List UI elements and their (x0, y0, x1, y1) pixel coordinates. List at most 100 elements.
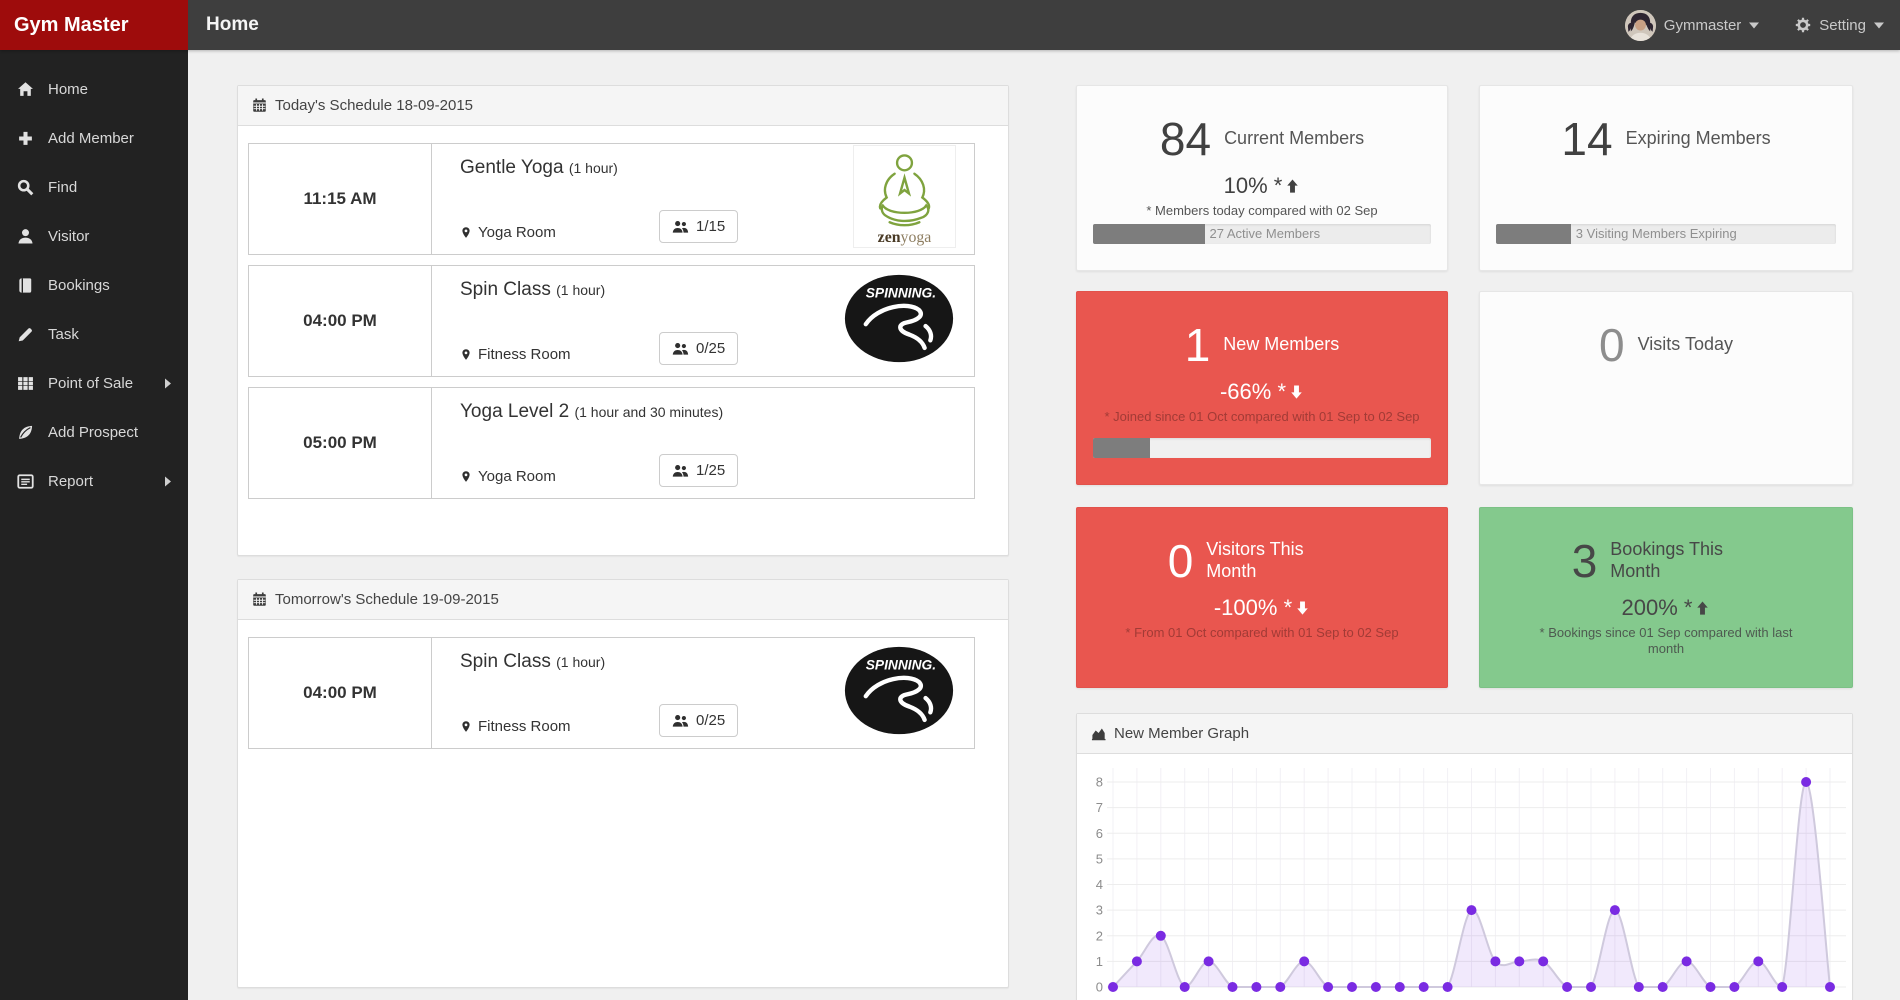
calendar-icon (253, 98, 266, 112)
sidebar-item-label: Report (48, 473, 94, 490)
class-time: 11:15 AM (249, 144, 432, 254)
class-room: Yoga Room (460, 468, 974, 485)
pencil-icon (18, 328, 32, 342)
schedule-row[interactable]: 04:00 PM Spin Class (1 hour) Fitness Roo… (248, 637, 975, 749)
svg-text:8: 8 (1096, 775, 1103, 790)
sidebar-item-label: Point of Sale (48, 375, 134, 392)
settings-menu[interactable]: Setting (1795, 17, 1884, 34)
stat-value: 3 (1571, 535, 1598, 587)
new-member-graph-panel: New Member Graph 0 1 2 3 4 5 6 7 8 (1076, 713, 1853, 1000)
capacity-text: 0/25 (696, 340, 726, 357)
grid-icon (18, 377, 33, 390)
svg-text:4: 4 (1096, 877, 1103, 892)
progress-bar (1093, 438, 1431, 458)
plus-icon (19, 131, 32, 145)
capacity-badge[interactable]: 1/15 (659, 210, 739, 243)
arrow-up-icon (1287, 179, 1299, 193)
stat-change: 200% * (1480, 595, 1852, 621)
svg-text:2: 2 (1096, 928, 1103, 943)
brand-logo[interactable]: Gym Master (0, 0, 188, 50)
report-icon (17, 474, 34, 489)
map-marker-icon (462, 227, 470, 238)
capacity-badge[interactable]: 0/25 (659, 332, 739, 365)
sidebar-item-label: Home (48, 81, 89, 98)
users-icon (672, 220, 689, 233)
sidebar-item-label: Visitor (48, 228, 90, 245)
schedule-row[interactable]: 11:15 AM Gentle Yoga (1 hour) Yoga Room … (248, 143, 975, 255)
sidebar-item-point-of-sale[interactable]: Point of Sale (0, 359, 188, 408)
svg-text:3: 3 (1096, 903, 1103, 918)
stat-change: -66% * (1077, 379, 1447, 405)
sidebar-item-label: Bookings (48, 277, 110, 294)
avatar-image (1624, 9, 1656, 41)
capacity-text: 1/25 (696, 462, 726, 479)
sidebar-item-add-member[interactable]: Add Member (0, 114, 188, 163)
svg-text:6: 6 (1096, 826, 1103, 841)
stat-label: Expiring Members (1625, 128, 1771, 149)
class-duration: (1 hour) (556, 282, 606, 298)
stat-value: 1 (1184, 319, 1211, 371)
panel-header: Today's Schedule 18-09-2015 (238, 86, 1008, 126)
class-room: Fitness Room (460, 718, 974, 735)
capacity-badge[interactable]: 1/25 (659, 454, 739, 487)
arrow-down-icon (1297, 601, 1308, 615)
panel-title: New Member Graph (1114, 725, 1250, 742)
sidebar-item-bookings[interactable]: Bookings (0, 261, 188, 310)
top-navbar: Gym Master Home (0, 0, 1900, 50)
navbar-right: Gymmaster Setting (1624, 0, 1884, 50)
avatar (1624, 9, 1656, 41)
stat-note: * Bookings since 01 Sep compared with la… (1539, 625, 1793, 657)
schedule-row[interactable]: 04:00 PM Spin Class (1 hour) Fitness Roo… (248, 265, 975, 377)
stat-value: 0 (1599, 319, 1625, 371)
users-icon (672, 342, 689, 355)
svg-text:5: 5 (1096, 851, 1103, 866)
caret-down-icon (1874, 22, 1884, 29)
stat-note: * Joined since 01 Oct compared with 01 S… (1104, 409, 1420, 424)
stat-value: 14 (1561, 113, 1613, 165)
schedule-row[interactable]: 05:00 PM Yoga Level 2 (1 hour and 30 min… (248, 387, 975, 499)
calendar-icon (253, 592, 266, 606)
users-icon (672, 464, 689, 477)
sidebar-item-report[interactable]: Report (0, 457, 188, 506)
stat-label: Visitors This Month (1206, 539, 1304, 581)
class-duration: (1 hour) (568, 160, 618, 176)
class-time: 05:00 PM (249, 388, 432, 498)
sidebar-item-home[interactable]: Home (0, 65, 188, 114)
progress-fill (1093, 438, 1151, 458)
area-chart-icon (1091, 728, 1106, 741)
map-marker-icon (462, 721, 470, 732)
panel-title: Today's Schedule 18-09-2015 (275, 97, 474, 114)
spinning-logo: SPINNING. (842, 272, 956, 370)
stat-label: Current Members (1224, 128, 1365, 149)
caret-right-icon (165, 378, 171, 389)
stat-change: 10% * (1077, 173, 1447, 199)
progress-fill (1496, 224, 1571, 244)
map-marker-icon (462, 471, 470, 482)
brand-text: Gym Master (14, 14, 129, 36)
class-duration: (1 hour and 30 minutes) (574, 404, 724, 420)
new-members-card: 1 New Members -66% * * Joined since 01 Oc… (1076, 291, 1448, 485)
sidebar-item-visitor[interactable]: Visitor (0, 212, 188, 261)
sidebar: Home Add Member Find Visitor Bookings Ta… (0, 50, 188, 1000)
settings-label: Setting (1819, 16, 1866, 34)
class-name: Spin Class (460, 651, 551, 672)
capacity-text: 0/25 (696, 712, 726, 729)
progress-label (1150, 438, 1155, 458)
sidebar-item-add-prospect[interactable]: Add Prospect (0, 408, 188, 457)
user-icon (18, 229, 33, 244)
current-members-card: 84 Current Members 10% * * Members today … (1076, 85, 1448, 271)
svg-text:zenyoga: zenyoga (878, 229, 932, 246)
progress-fill (1093, 224, 1205, 244)
progress-label: 3 Visiting Members Expiring (1575, 226, 1737, 241)
map-marker-icon (462, 349, 470, 360)
capacity-badge[interactable]: 0/25 (659, 704, 739, 737)
capacity-text: 1/15 (696, 218, 726, 235)
panel-header: Tomorrow's Schedule 19-09-2015 (238, 580, 1008, 620)
caret-down-icon (1749, 22, 1760, 29)
sidebar-item-find[interactable]: Find (0, 163, 188, 212)
user-menu[interactable]: Gymmaster (1624, 9, 1760, 41)
sidebar-item-task[interactable]: Task (0, 310, 188, 359)
sidebar-item-label: Add Prospect (48, 424, 139, 441)
zen-yoga-logo: zenyoga (853, 145, 956, 253)
